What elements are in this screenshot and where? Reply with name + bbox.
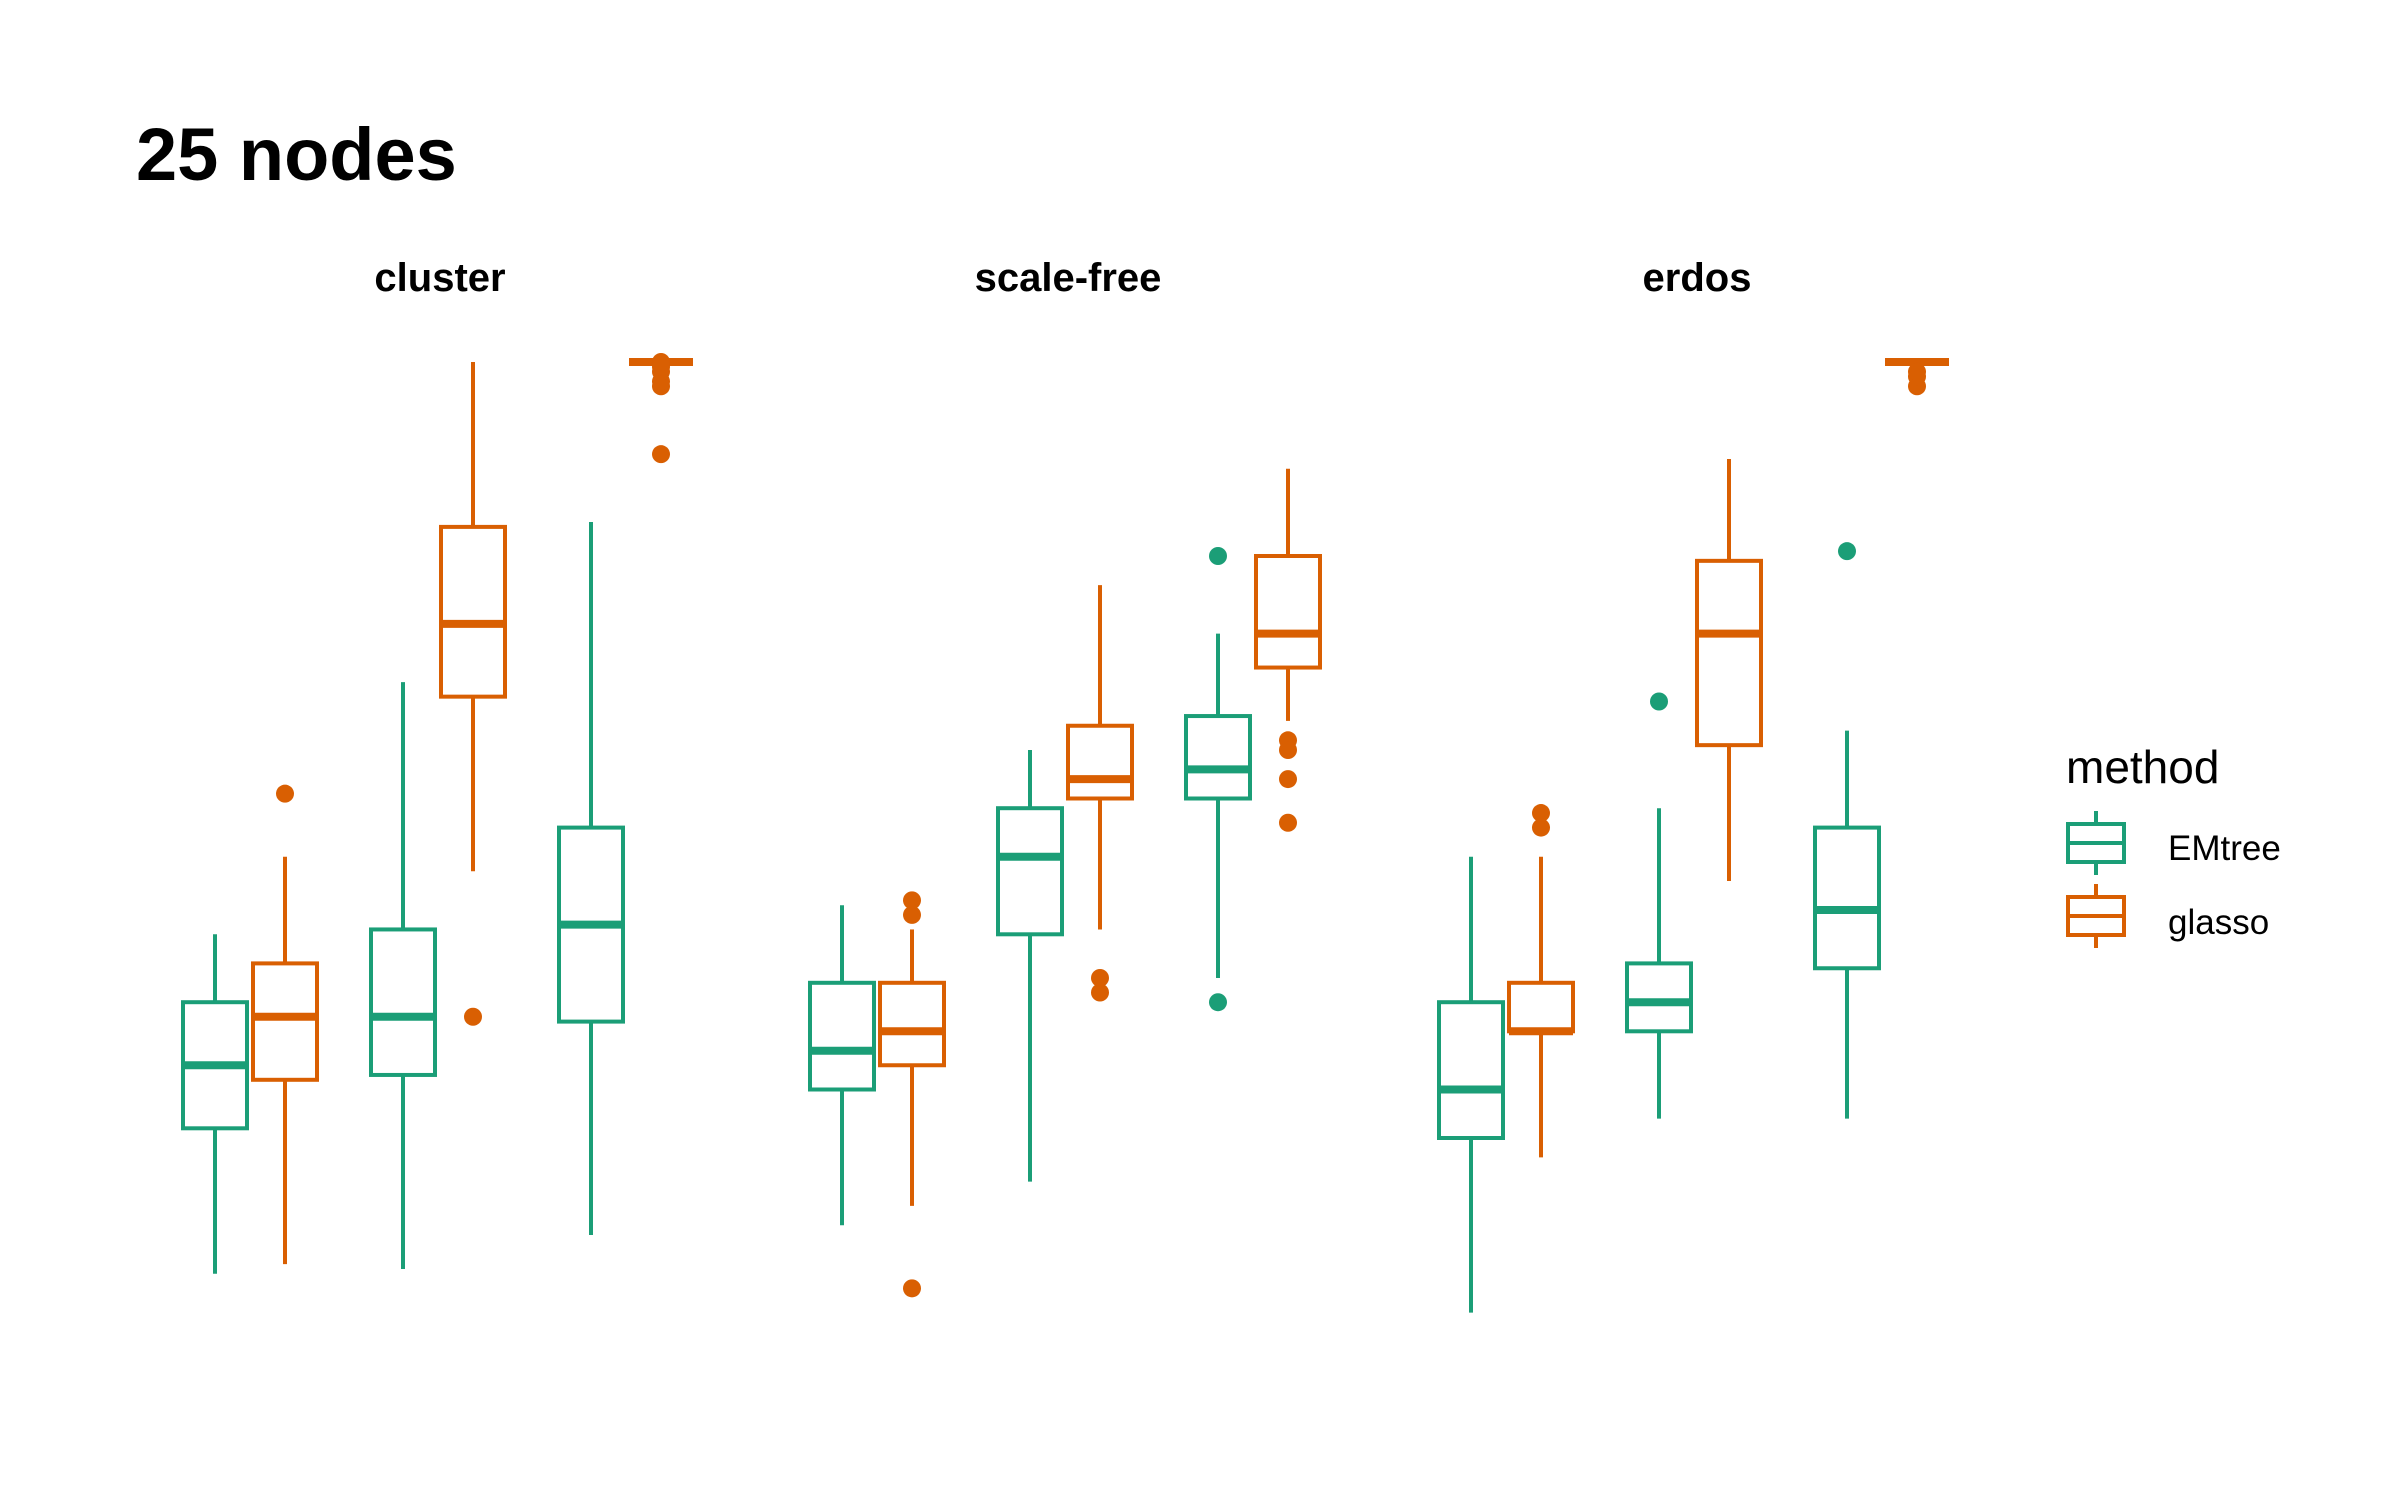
box-scale-free-g1-emtree: [808, 905, 876, 1226]
box-erdos-g2-emtree: [1625, 692, 1693, 1119]
facet-label-cluster: cluster: [374, 256, 505, 300]
outlier-point: [1279, 770, 1297, 789]
box-iqr: [1813, 825, 1881, 971]
box-cluster-g1-glasso: [251, 784, 319, 1265]
legend-label-emtree: EMtree: [2168, 829, 2281, 868]
box-erdos-g2-glasso: [1695, 459, 1763, 881]
outlier-point: [1209, 547, 1227, 565]
box-iqr: [439, 524, 507, 699]
box-cluster-g2-glasso: [439, 362, 507, 1026]
box-scale-free-g1-glasso: [878, 891, 946, 1298]
outlier-point: [652, 445, 670, 464]
box-scale-free-g3-glasso: [1254, 468, 1322, 832]
outlier-point: [1279, 741, 1297, 759]
legend-title: method: [2066, 741, 2219, 793]
box-erdos-g1-emtree: [1437, 856, 1505, 1313]
outlier-point: [1908, 362, 1926, 381]
outlier-point: [652, 353, 670, 371]
outlier-point: [903, 905, 921, 924]
box-iqr: [251, 961, 319, 1082]
box-iqr: [1437, 1000, 1505, 1141]
plot-panel: [181, 353, 1949, 1313]
outlier-point: [903, 891, 921, 910]
legend-key-emtree: [2066, 811, 2126, 875]
facet-label-scale-free: scale-free: [975, 256, 1162, 300]
facet-label-erdos: erdos: [1643, 256, 1752, 300]
box-cluster-g3-glasso: [629, 353, 693, 464]
box-scale-free-g2-emtree: [996, 750, 1064, 1182]
outlier-point: [1532, 804, 1550, 823]
box-iqr: [996, 806, 1064, 937]
legend: method EMtree glasso: [2066, 741, 2281, 948]
box-iqr: [369, 927, 437, 1077]
outlier-point: [1838, 542, 1856, 561]
box-erdos-g1-glasso: [1507, 804, 1575, 1158]
box-cluster-g3-emtree: [557, 522, 625, 1235]
outlier-point: [1091, 983, 1109, 1002]
box-cluster-g1-emtree: [181, 934, 249, 1274]
legend-keys: [2066, 811, 2126, 948]
outlier-point: [464, 1007, 482, 1026]
box-cluster-g2-emtree: [369, 682, 437, 1269]
box-iqr: [878, 980, 946, 1068]
outlier-point: [1209, 993, 1227, 1012]
box-iqr: [1625, 961, 1693, 1034]
box-iqr: [1507, 980, 1575, 1034]
box-erdos-g3-emtree: [1813, 542, 1881, 1119]
legend-key-glasso: [2066, 884, 2126, 948]
box-scale-free-g2-glasso: [1066, 585, 1134, 1002]
box-iqr: [808, 980, 876, 1092]
box-iqr: [1066, 723, 1134, 801]
outlier-point: [1650, 692, 1668, 711]
outlier-point: [276, 784, 294, 803]
box-iqr: [1184, 714, 1252, 801]
outlier-point: [1532, 818, 1550, 837]
box-iqr: [1254, 554, 1322, 670]
outlier-point: [1091, 968, 1109, 987]
chart-title: 25 nodes: [136, 113, 457, 196]
outlier-point: [1279, 813, 1297, 832]
box-scale-free-g3-emtree: [1184, 547, 1252, 1012]
box-erdos-g3-glasso: [1885, 358, 1949, 396]
legend-label-glasso: glasso: [2168, 903, 2269, 942]
outlier-point: [903, 1279, 921, 1298]
box-iqr: [1695, 558, 1763, 748]
